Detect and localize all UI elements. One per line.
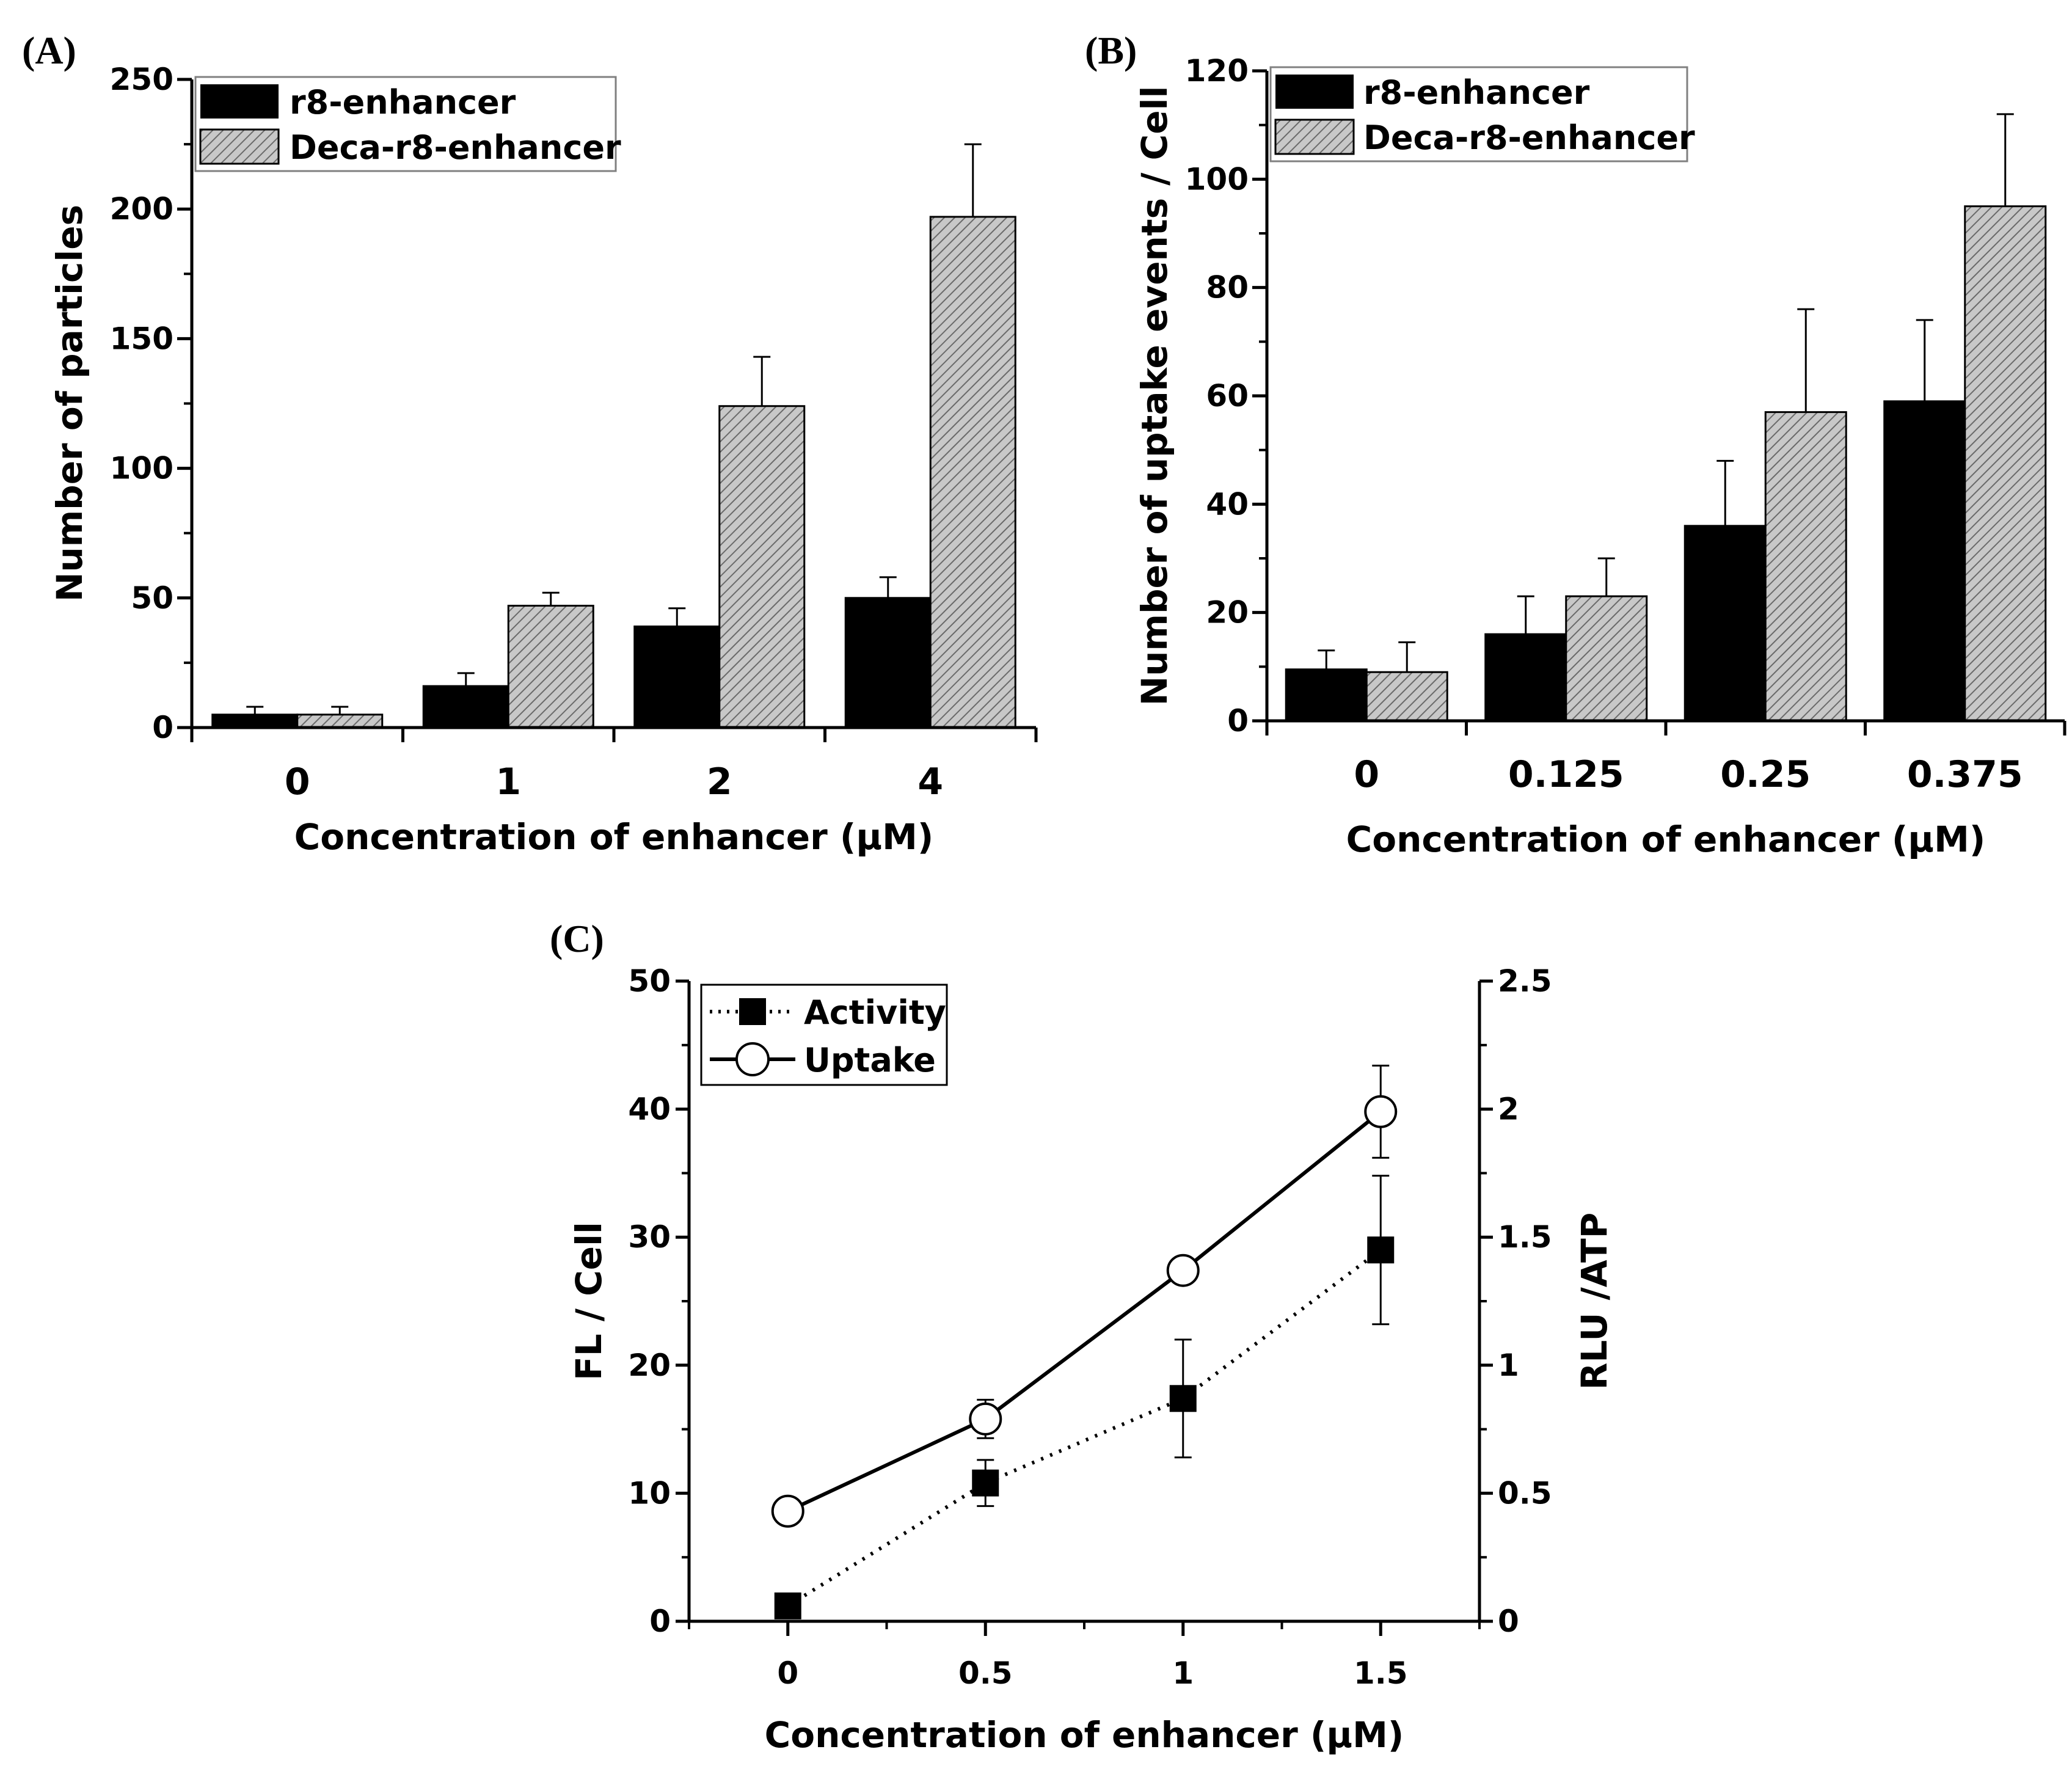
legend-swatch-deca bbox=[1274, 119, 1355, 155]
x-category-label: 0.25 bbox=[1720, 753, 1811, 796]
bar-deca bbox=[507, 605, 594, 729]
y-tick-label: 20 bbox=[1206, 595, 1249, 630]
bar-deca bbox=[1964, 205, 2047, 722]
x-category-label: 1 bbox=[495, 761, 521, 803]
bar-deca bbox=[1365, 671, 1448, 722]
bar-r8 bbox=[1484, 633, 1567, 722]
legend-label-uptake: Uptake bbox=[804, 1041, 936, 1079]
x-category-label: 4 bbox=[917, 761, 943, 803]
x-axis-title: Concentration of enhancer (μM) bbox=[1346, 819, 1986, 860]
y-tick-label: 250 bbox=[110, 62, 173, 97]
series-line-uptake bbox=[787, 1110, 1382, 1513]
panel-b: (B) 0 20 40 60 80 100 120 0 0.125 0.25 0.375 Conc… bbox=[1085, 29, 2067, 860]
x-axis-title: Concentration of enhancer (μM) bbox=[765, 1714, 1404, 1756]
x-category-label: 0.125 bbox=[1508, 753, 1624, 796]
y-tick-label: 120 bbox=[1185, 53, 1249, 89]
panel-label-c: (C) bbox=[550, 917, 604, 960]
legend-marker-uptake bbox=[735, 1042, 770, 1076]
right-y-tick-label: 0 bbox=[1498, 1604, 1519, 1639]
y-axis-title: Number of particles bbox=[49, 205, 90, 602]
right-y-tick-label: 0.5 bbox=[1498, 1475, 1552, 1511]
legend-label-activity: Activity bbox=[804, 993, 946, 1032]
x-tick-label: 1.5 bbox=[1354, 1655, 1408, 1691]
right-y-tick-label: 2.5 bbox=[1498, 963, 1552, 999]
legend-label-deca: Deca-r8-enhancer bbox=[1363, 119, 1695, 157]
legend-swatch-r8 bbox=[1275, 75, 1354, 109]
legend: Activity Uptake bbox=[700, 984, 948, 1086]
y-tick-label: 150 bbox=[110, 321, 173, 356]
y-tick-label: 100 bbox=[110, 451, 173, 486]
left-y-tick-label: 20 bbox=[628, 1348, 671, 1383]
legend-swatch-r8 bbox=[200, 84, 279, 119]
legend-swatch-deca bbox=[199, 128, 280, 165]
left-y-tick-label: 50 bbox=[628, 963, 671, 999]
left-y-tick-label: 30 bbox=[628, 1219, 671, 1255]
legend: r8-enhancer Deca-r8-enhancer bbox=[1269, 66, 1695, 162]
panel-label-b: (B) bbox=[1085, 29, 1137, 72]
x-tick-label: 1 bbox=[1172, 1655, 1194, 1691]
y-tick-label: 80 bbox=[1206, 270, 1249, 305]
x-axis-title: Concentration of enhancer (μM) bbox=[294, 816, 934, 858]
bar-r8 bbox=[211, 714, 299, 729]
y-tick-label: 0 bbox=[1227, 703, 1249, 739]
right-y-tick-label: 1 bbox=[1498, 1348, 1519, 1383]
uptake-point bbox=[969, 1402, 1002, 1436]
left-y-tick-label: 0 bbox=[649, 1604, 671, 1639]
x-category-label: 2 bbox=[707, 761, 732, 803]
right-axis-title: RLU /ATP bbox=[1574, 1213, 1615, 1390]
y-tick-label: 50 bbox=[131, 580, 173, 616]
legend-label-deca: Deca-r8-enhancer bbox=[290, 128, 621, 167]
activity-point bbox=[972, 1469, 999, 1497]
activity-point bbox=[1367, 1236, 1395, 1264]
y-tick-label: 40 bbox=[1206, 486, 1249, 522]
bar-deca bbox=[718, 405, 806, 729]
x-category-label: 0 bbox=[1354, 753, 1379, 796]
bar-r8 bbox=[1883, 400, 1966, 722]
uptake-point bbox=[1364, 1095, 1398, 1128]
x-tick-label: 0.5 bbox=[958, 1655, 1013, 1691]
panel-a: (A) 0 50 100 150 200 250 0 1 2 4 Concentration o… bbox=[22, 29, 1038, 858]
bar-r8 bbox=[633, 625, 721, 729]
bar-r8 bbox=[1683, 525, 1767, 722]
legend: r8-enhancer Deca-r8-enhancer bbox=[194, 76, 621, 172]
uptake-point bbox=[771, 1494, 804, 1528]
left-axis-title: FL / Cell bbox=[568, 1222, 610, 1381]
bar-r8 bbox=[844, 597, 932, 729]
x-tick-label: 0 bbox=[777, 1655, 798, 1691]
right-y-tick-label: 2 bbox=[1498, 1092, 1519, 1127]
series-line-activity bbox=[787, 1248, 1382, 1608]
panel-label-a: (A) bbox=[22, 29, 76, 72]
x-category-label: 0.375 bbox=[1907, 753, 2023, 796]
y-tick-label: 100 bbox=[1185, 161, 1249, 197]
bar-deca bbox=[296, 714, 384, 729]
activity-point bbox=[1169, 1385, 1197, 1412]
activity-point bbox=[774, 1592, 801, 1619]
uptake-point bbox=[1166, 1254, 1200, 1287]
legend-label-r8: r8-enhancer bbox=[1363, 73, 1590, 112]
left-y-tick-label: 10 bbox=[628, 1475, 671, 1511]
bar-r8 bbox=[1285, 668, 1368, 722]
legend-label-r8: r8-enhancer bbox=[290, 83, 516, 122]
panel-c: (C) 0 10 20 30 40 50 0 0.5 1 1.5 2 2.5 0 0.5 1 1.5 Co… bbox=[550, 917, 1615, 1756]
x-category-label: 0 bbox=[285, 761, 310, 803]
bar-deca bbox=[1565, 595, 1648, 722]
bar-deca bbox=[929, 216, 1016, 729]
bar-deca bbox=[1764, 411, 1847, 722]
y-tick-label: 0 bbox=[152, 710, 173, 745]
right-y-tick-label: 1.5 bbox=[1498, 1219, 1552, 1255]
y-axis-title: Number of uptake events / Cell bbox=[1134, 86, 1175, 706]
left-y-tick-label: 40 bbox=[628, 1092, 671, 1127]
legend-marker-activity bbox=[739, 998, 766, 1025]
bar-r8 bbox=[422, 685, 509, 729]
y-tick-label: 60 bbox=[1206, 378, 1249, 414]
y-tick-label: 200 bbox=[110, 191, 173, 227]
